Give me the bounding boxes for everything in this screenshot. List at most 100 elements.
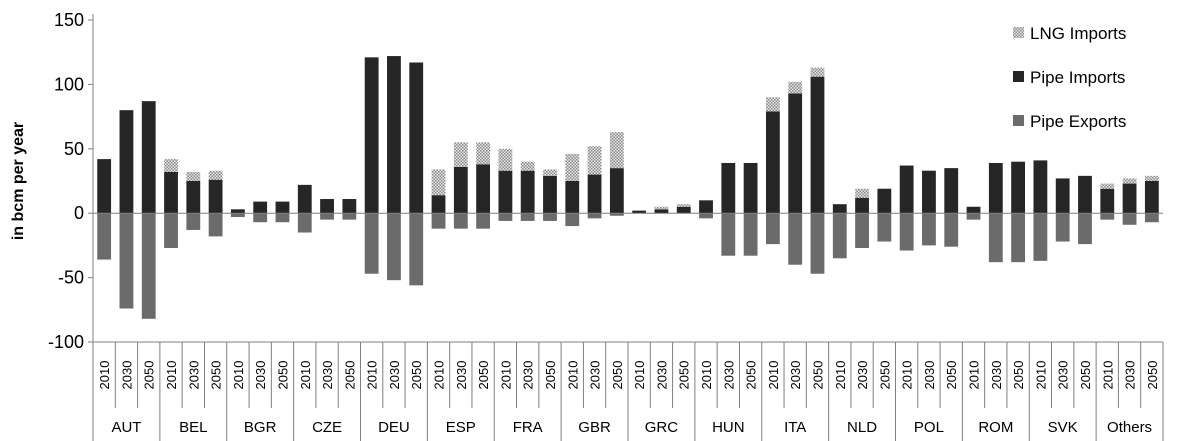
x-year-label: 2030 (1123, 361, 1138, 390)
y-tick-label: -100 (48, 332, 84, 352)
x-year-label: 2050 (677, 361, 692, 390)
x-year-label: 2050 (476, 361, 491, 390)
bar-lng-imports (587, 146, 602, 175)
bar-pipe-imports (253, 201, 268, 214)
bar-pipe-imports (699, 200, 713, 214)
x-year-label: 2050 (1011, 361, 1026, 390)
bar-pipe-exports (342, 213, 357, 220)
bar-pipe-exports (1144, 213, 1159, 223)
bar-pipe-exports (899, 213, 914, 251)
bar-lng-imports (788, 81, 803, 94)
x-year-label: 2010 (565, 361, 580, 390)
x-country-label: BGR (244, 419, 277, 436)
bar-pipe-imports (431, 195, 446, 214)
x-year-label: 2030 (253, 361, 268, 390)
x-year-label: 2030 (521, 361, 536, 390)
bar-pipe-imports (364, 57, 379, 214)
x-year-label: 2030 (320, 361, 335, 390)
bar-pipe-imports (342, 199, 357, 214)
x-year-label: 2030 (922, 361, 937, 390)
x-year-label: 2030 (1056, 361, 1071, 390)
bar-lng-imports (565, 153, 580, 181)
bar-pipe-imports (654, 209, 669, 214)
x-year-label: 2030 (788, 361, 803, 390)
bar-pipe-imports (453, 166, 468, 214)
x-country-label: HUN (712, 419, 745, 436)
bar-lng-imports (810, 67, 825, 77)
bar-pipe-exports (364, 213, 379, 274)
bar-pipe-imports (966, 206, 981, 214)
bar-pipe-imports (1011, 161, 1026, 214)
bar-pipe-imports (119, 110, 134, 214)
bar-pipe-imports (164, 171, 178, 214)
bar-pipe-imports (1078, 175, 1092, 214)
bar-pipe-imports (476, 164, 491, 214)
bar-pipe-imports (1144, 181, 1159, 214)
bar-pipe-imports (208, 179, 223, 214)
bar-pipe-exports (877, 213, 892, 242)
x-year-label: 2030 (855, 361, 870, 390)
x-country-label: FRA (513, 419, 543, 436)
bar-pipe-exports (743, 213, 758, 256)
x-year-label: 2050 (944, 361, 959, 390)
y-axis: 150 100 50 0 -50 -100 in bcm per year (10, 10, 94, 352)
y-tick-label: 50 (64, 139, 84, 159)
bar-pipe-imports (632, 210, 647, 214)
bar-pipe-exports (944, 213, 959, 247)
x-year-label: 2050 (877, 361, 892, 390)
x-year-label: 2050 (744, 361, 759, 390)
x-year-label: 2010 (432, 361, 447, 390)
bar-pipe-exports (1078, 213, 1092, 245)
legend: LNG Imports Pipe Imports Pipe Exports (1013, 24, 1126, 131)
bar-pipe-exports (409, 213, 424, 286)
x-year-label: 2050 (543, 361, 558, 390)
bar-pipe-exports (141, 213, 156, 319)
x-country-label: ITA (784, 419, 806, 436)
x-year-label: 2010 (97, 361, 112, 390)
bar-pipe-exports (119, 213, 134, 309)
x-year-label: 2050 (810, 361, 825, 390)
legend-label: LNG Imports (1030, 24, 1126, 43)
bar-pipe-exports (543, 213, 557, 221)
x-country-label: CZE (312, 419, 342, 436)
bar-pipe-exports (387, 213, 401, 281)
bar-pipe-imports (587, 174, 602, 214)
bar-pipe-exports (988, 213, 1003, 263)
bar-pipe-imports (97, 159, 112, 214)
bar-pipe-imports (498, 170, 513, 214)
x-year-label: 2030 (186, 361, 201, 390)
x-axis: 2010 2030 2050 2010 2030 2050 2010 2030 2050 2010… (92, 341, 1164, 441)
bar-pipe-imports (743, 162, 758, 214)
x-year-label: 2010 (1033, 361, 1048, 390)
x-year-label: 2010 (766, 361, 781, 390)
bar-lng-imports (765, 97, 780, 112)
bar-pipe-exports (476, 213, 491, 229)
bar-lng-imports (453, 142, 468, 167)
bar-pipe-imports (676, 206, 691, 214)
y-tick-label: 150 (54, 10, 84, 30)
x-year-label: 2050 (610, 361, 625, 390)
bar-pipe-exports (855, 213, 869, 248)
bar-lng-imports (1144, 175, 1159, 181)
x-country-label: POL (914, 419, 944, 436)
x-year-label: 2010 (833, 361, 848, 390)
bar-pipe-exports (208, 213, 223, 237)
x-country-label: NLD (847, 419, 877, 436)
bar-pipe-exports (609, 213, 624, 216)
bar-pipe-exports (721, 213, 736, 256)
x-year-label: 2010 (298, 361, 313, 390)
bar-pipe-imports (543, 175, 557, 214)
bar-pipe-imports (922, 170, 936, 214)
bar-pipe-exports (966, 213, 981, 220)
x-year-label: 2010 (699, 361, 714, 390)
bar-lng-imports (431, 169, 446, 196)
bar-pipe-exports (320, 213, 334, 220)
bar-pipe-exports (230, 213, 245, 218)
bar-pipe-imports (810, 76, 825, 214)
bar-pipe-exports (922, 213, 936, 246)
bar-pipe-imports (988, 162, 1003, 214)
bar-pipe-imports (788, 93, 803, 214)
bar-pipe-exports (97, 213, 112, 260)
bar-pipe-exports (1033, 213, 1048, 261)
bar-pipe-imports (230, 209, 245, 214)
